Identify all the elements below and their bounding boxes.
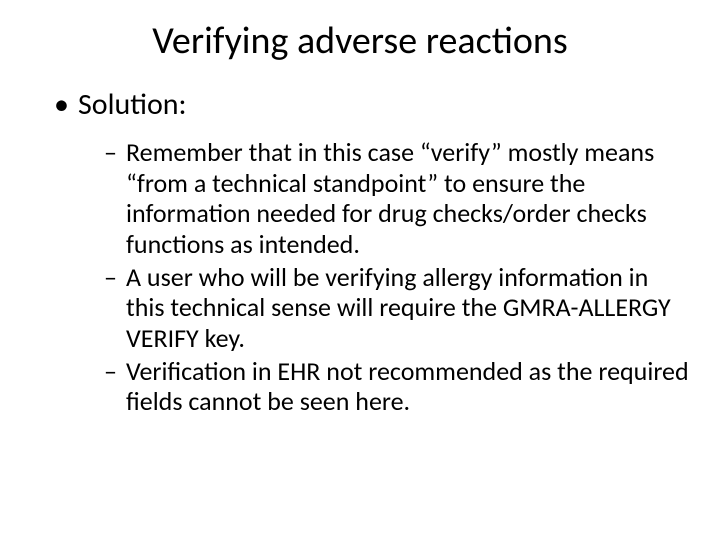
bullet-level1-solution: Solution: bbox=[54, 86, 690, 123]
bullet-level2-item: Remember that in this case “verify” most… bbox=[104, 137, 690, 260]
slide-container: Verifying adverse reactions Solution: Re… bbox=[0, 0, 720, 540]
bullet-level2-item: Verification in EHR not recommended as t… bbox=[104, 356, 690, 417]
slide-title: Verifying adverse reactions bbox=[30, 18, 690, 64]
bullet-level2-item: A user who will be verifying allergy inf… bbox=[104, 262, 690, 354]
